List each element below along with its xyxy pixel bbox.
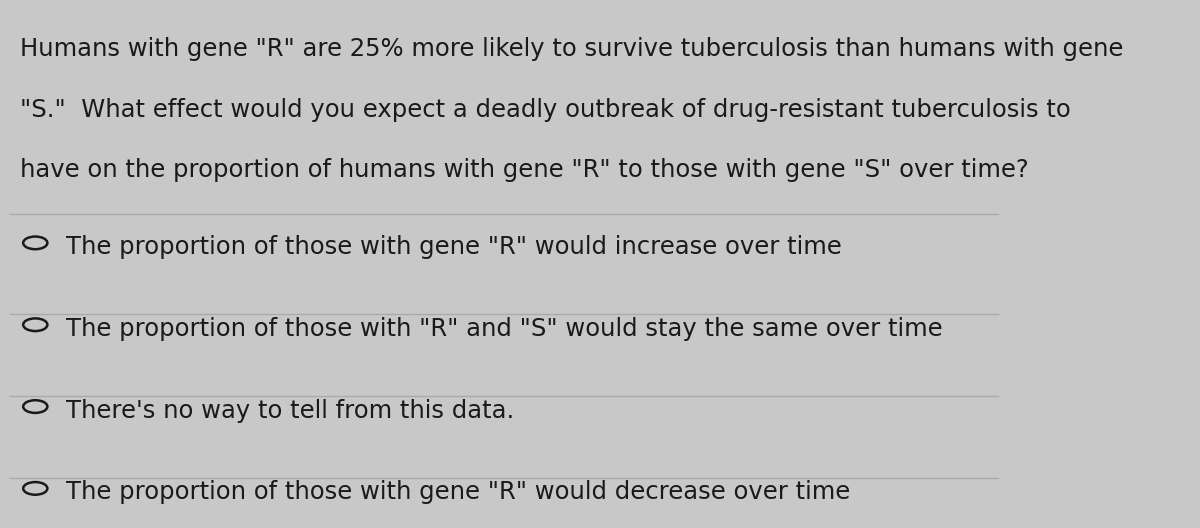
Text: The proportion of those with gene "R" would decrease over time: The proportion of those with gene "R" wo… xyxy=(66,480,850,504)
Text: have on the proportion of humans with gene "R" to those with gene "S" over time?: have on the proportion of humans with ge… xyxy=(20,158,1028,182)
Text: The proportion of those with gene "R" would increase over time: The proportion of those with gene "R" wo… xyxy=(66,235,841,259)
Text: Humans with gene "R" are 25% more likely to survive tuberculosis than humans wit: Humans with gene "R" are 25% more likely… xyxy=(20,37,1123,61)
Text: The proportion of those with "R" and "S" would stay the same over time: The proportion of those with "R" and "S"… xyxy=(66,317,942,341)
Text: There's no way to tell from this data.: There's no way to tell from this data. xyxy=(66,399,514,422)
Text: "S."  What effect would you expect a deadly outbreak of drug-resistant tuberculo: "S." What effect would you expect a dead… xyxy=(20,98,1070,121)
